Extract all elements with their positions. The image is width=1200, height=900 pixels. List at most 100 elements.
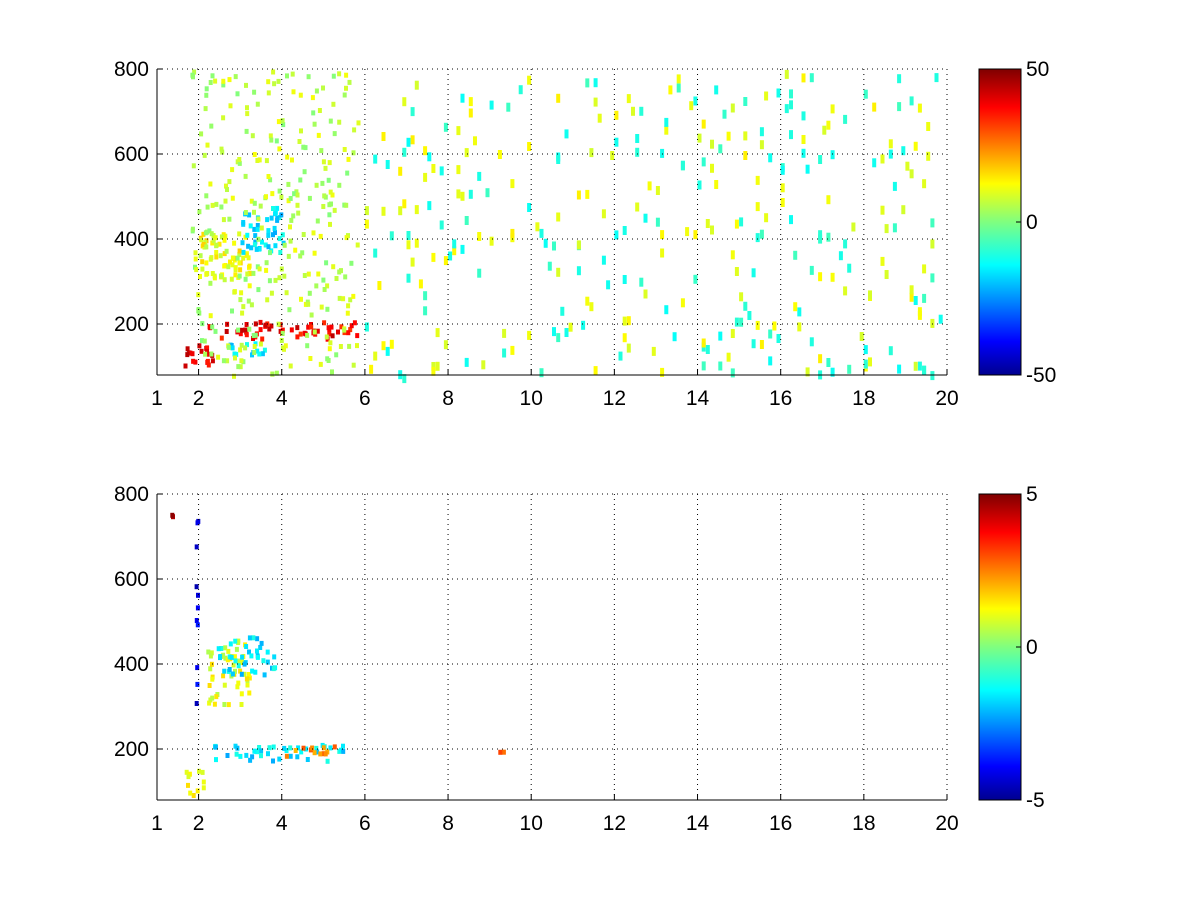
- heatmap-cell: [294, 189, 299, 195]
- heatmap-cell: [593, 366, 598, 376]
- heatmap-cell: [917, 361, 922, 371]
- heatmap-cell: [315, 749, 320, 755]
- heatmap-cell: [305, 757, 310, 762]
- heatmap-cell: [290, 157, 294, 163]
- heatmap-cell: [593, 97, 598, 107]
- heatmap-cell: [227, 179, 232, 185]
- heatmap-cell: [218, 654, 223, 659]
- heatmap-cell: [309, 312, 314, 318]
- heatmap-cell: [743, 301, 748, 311]
- x-tick-label: 16: [769, 387, 792, 410]
- heatmap-cell: [224, 329, 229, 334]
- heatmap-cell: [552, 241, 556, 251]
- heatmap-cell: [614, 230, 619, 240]
- heatmap-cell: [527, 142, 532, 151]
- heatmap-cell: [431, 362, 436, 371]
- heatmap-cell: [768, 356, 773, 366]
- heatmap-cell: [622, 226, 627, 235]
- heatmap-cell: [244, 644, 249, 649]
- heatmap-cell: [327, 346, 332, 352]
- heatmap-cell: [406, 240, 411, 250]
- heatmap-cell: [306, 324, 311, 330]
- heatmap-cell: [251, 336, 255, 341]
- heatmap-cell: [345, 310, 350, 316]
- heatmap-cell: [292, 191, 297, 197]
- heatmap-cell: [253, 332, 258, 338]
- heatmap-cell: [247, 263, 252, 269]
- heatmap-cells: [183, 69, 943, 384]
- heatmap-cell: [240, 660, 245, 666]
- heatmap-cell: [288, 363, 293, 369]
- heatmap-cell: [460, 191, 465, 201]
- heatmap-cell: [191, 358, 196, 364]
- heatmap-cell: [280, 232, 285, 238]
- heatmap-cell: [282, 273, 287, 279]
- heatmap-cell: [266, 174, 271, 179]
- heatmap-cell: [252, 748, 257, 754]
- heatmap-cell: [296, 210, 301, 216]
- heatmap-cell: [232, 654, 237, 660]
- heatmap-cell: [377, 281, 382, 290]
- heatmap-cell: [255, 348, 260, 354]
- heatmap-cell: [859, 332, 864, 341]
- heatmap-cell: [214, 250, 219, 255]
- heatmap-cell: [213, 744, 218, 750]
- heatmap-cell: [830, 367, 835, 377]
- heatmap-cell: [205, 358, 210, 364]
- heatmap-cell: [194, 544, 199, 550]
- heatmap-cell: [355, 242, 360, 248]
- heatmap-cell: [268, 133, 273, 139]
- heatmap-cell: [280, 118, 285, 124]
- heatmap-cell: [194, 701, 199, 706]
- heatmap-cell: [622, 316, 627, 326]
- heatmap-cell: [759, 127, 764, 137]
- heatmap-cell: [204, 244, 209, 250]
- heatmap-cell: [272, 654, 277, 660]
- heatmap-cell: [888, 149, 893, 159]
- heatmap-cell: [295, 192, 300, 198]
- heatmap-cell: [830, 272, 835, 282]
- heatmap-cell: [305, 332, 310, 338]
- heatmap-cell: [247, 283, 252, 289]
- heatmap-cell: [307, 195, 312, 201]
- heatmap-cell: [872, 158, 877, 168]
- heatmap-cell: [930, 273, 935, 283]
- heatmap-cell: [194, 267, 199, 273]
- heatmap-cell: [321, 85, 325, 91]
- heatmap-cell: [868, 290, 872, 300]
- heatmap-cell: [329, 324, 334, 330]
- heatmap-cell: [764, 213, 769, 223]
- heatmap-cell: [258, 645, 263, 650]
- heatmap-cell: [239, 691, 244, 697]
- heatmap-cell: [260, 239, 264, 245]
- heatmap-cell: [543, 238, 548, 248]
- heatmap-cell: [626, 94, 631, 104]
- heatmap-cell: [251, 270, 256, 276]
- heatmap-cell: [170, 512, 175, 518]
- heatmap-cell: [327, 212, 332, 218]
- heatmap-cell: [334, 276, 339, 281]
- heatmap-cell: [202, 152, 207, 158]
- heatmap-cell: [219, 273, 223, 279]
- heatmap-cell: [884, 270, 889, 279]
- grid-lines: [157, 69, 947, 375]
- heatmap-cell: [238, 347, 243, 353]
- heatmap-cell: [299, 296, 303, 302]
- heatmap-cell: [328, 189, 333, 195]
- heatmap-cell: [726, 131, 731, 141]
- heatmap-cell: [930, 318, 935, 328]
- heatmap-cell: [510, 179, 515, 189]
- heatmap-cell: [205, 271, 210, 276]
- heatmap-cell: [238, 331, 243, 337]
- heatmap-cell: [373, 154, 378, 164]
- heatmap-cell: [556, 212, 561, 222]
- heatmap-cell: [327, 202, 332, 208]
- heatmap-cell: [801, 73, 806, 83]
- heatmap-cell: [398, 206, 403, 216]
- heatmap-cell: [838, 251, 843, 261]
- heatmap-cell: [206, 351, 211, 357]
- heatmap-cell: [230, 262, 235, 268]
- heatmap-cell: [917, 103, 922, 113]
- heatmap-cell: [325, 758, 330, 764]
